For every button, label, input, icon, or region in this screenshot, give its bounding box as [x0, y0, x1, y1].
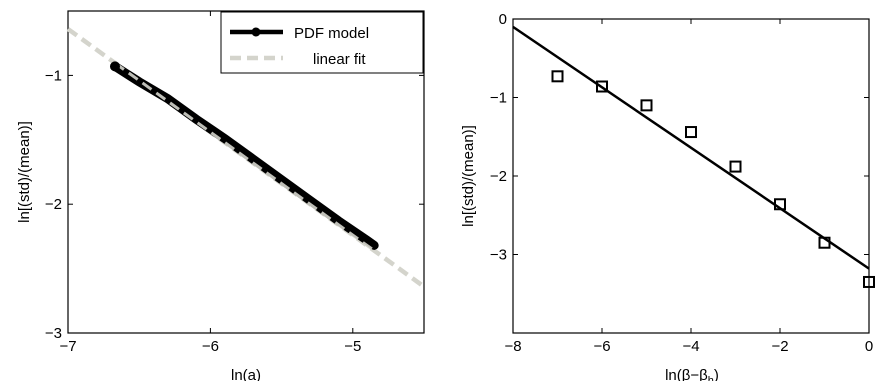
right-plot-frame	[512, 18, 870, 334]
data-point-square	[685, 126, 697, 139]
right-x-ticks: −8 −6 −4 −2 0	[504, 19, 873, 355]
linear-fit-overlay	[114, 61, 376, 252]
legend-pdf-model-label: PDF model	[294, 25, 369, 42]
left-pdf-model-layer	[109, 61, 379, 252]
data-point-square	[640, 99, 653, 112]
right-x-tick-label: −2	[771, 338, 788, 355]
right-y-ticks: −3 −2 −1 0	[490, 11, 869, 264]
left-y-axis-label: ln[(std)/(mean)]	[16, 121, 33, 223]
data-point-square	[551, 70, 564, 83]
legend: PDF model linear fit	[220, 11, 424, 74]
right-x-tick-label: 0	[865, 338, 873, 355]
data-point-square	[596, 80, 608, 93]
left-y-tick-label: −3	[45, 325, 62, 342]
left-y-ticks: −3 −2 −1	[45, 67, 424, 342]
left-x-tick-label: −6	[202, 338, 219, 355]
legend-box	[220, 11, 424, 74]
data-point-square	[774, 198, 786, 211]
left-plot: −7 −6 −5 −3 −2 −1 ln(a) ln[(std)/(mean)] PDF…	[16, 10, 426, 381]
left-y-tick-label: −1	[45, 67, 62, 84]
right-y-tick-label: 0	[499, 11, 507, 28]
left-x-axis-label: ln(a)	[231, 367, 261, 381]
right-x-tick-label: −4	[682, 338, 699, 355]
right-fit-line-layer	[512, 25, 870, 270]
right-square-markers-layer	[551, 70, 875, 288]
data-point-square	[729, 160, 742, 173]
left-x-tick-label: −7	[59, 338, 76, 355]
left-x-ticks: −7 −6 −5	[59, 11, 361, 355]
data-point-square	[863, 275, 875, 288]
right-y-tick-label: −2	[490, 168, 507, 185]
right-y-tick-label: −3	[490, 247, 507, 264]
right-x-tick-label: −8	[504, 338, 521, 355]
right-x-tick-label: −6	[593, 338, 610, 355]
data-point-square	[818, 236, 831, 249]
left-x-tick-label: −5	[344, 338, 361, 355]
right-x-axis-label: ln(β−βh)	[665, 367, 719, 381]
pdf-model-start-marker	[109, 61, 120, 72]
left-y-tick-label: −2	[45, 196, 62, 213]
right-y-axis-label: ln[(std)/(mean)]	[460, 125, 477, 227]
legend-linear-fit-label: linear fit	[313, 51, 366, 68]
legend-pdf-model-marker	[251, 27, 261, 37]
right-plot: −8 −6 −4 −2 0 −3 −2 −1 0 ln(β−βh) ln[(std)/(mea…	[460, 11, 875, 381]
fit-line	[512, 25, 870, 270]
right-y-tick-label: −1	[490, 90, 507, 107]
